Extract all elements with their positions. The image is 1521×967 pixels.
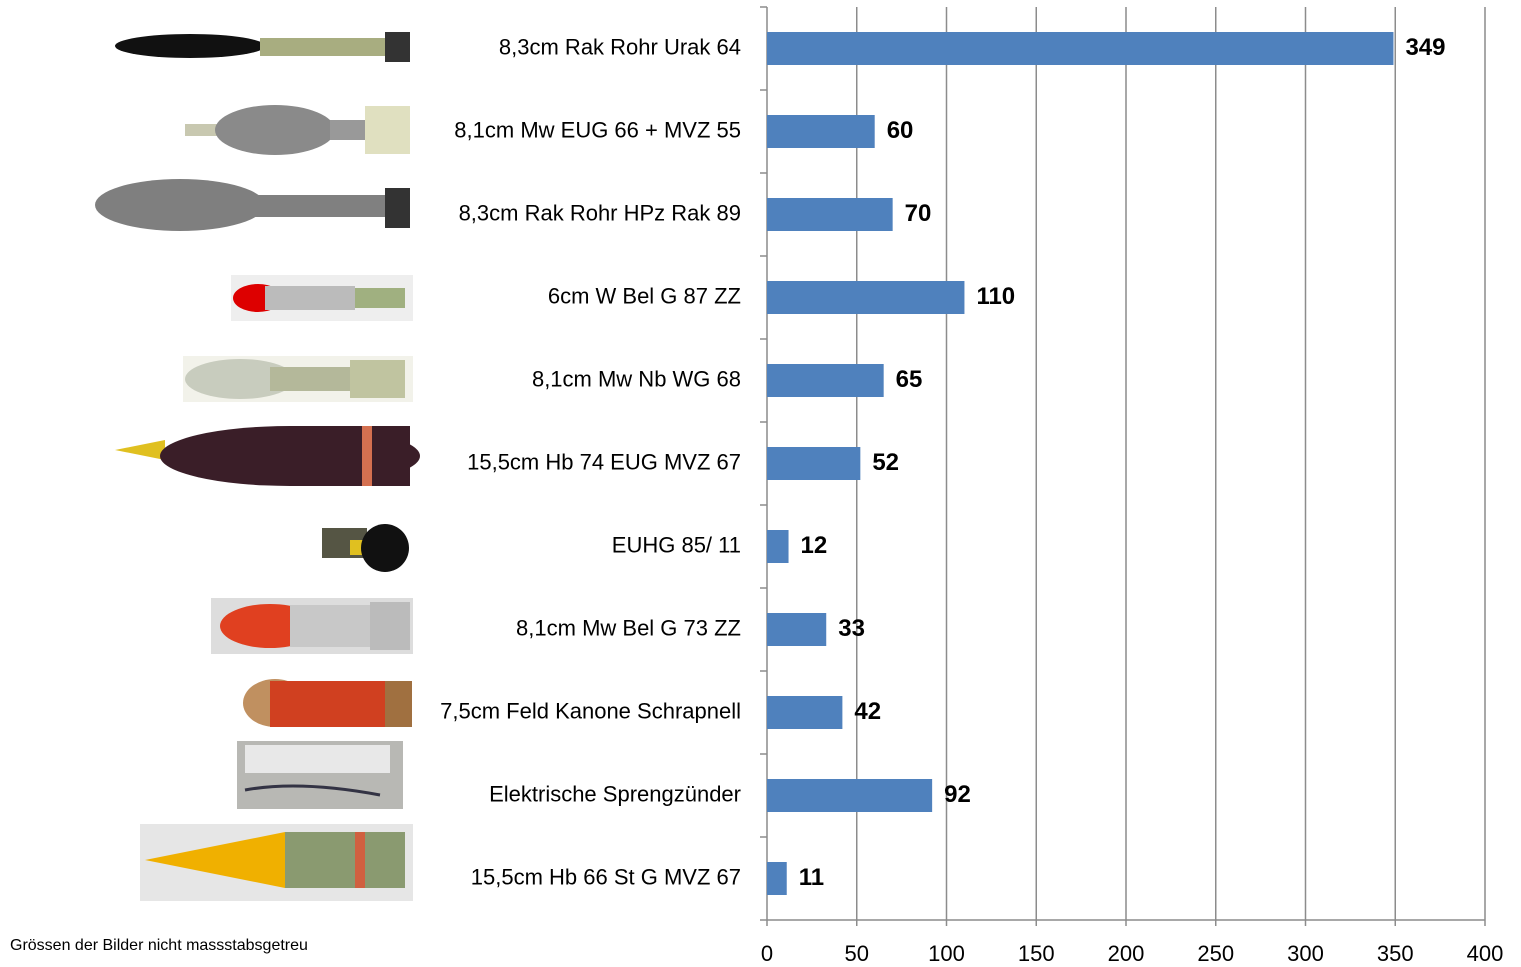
y-tick-label: 6cm W Bel G 87 ZZ (548, 283, 741, 308)
value-label: 92 (944, 781, 971, 808)
value-label: 349 (1405, 34, 1445, 61)
ammo-image (115, 32, 410, 62)
y-tick-label: 8,3cm Rak Rohr HPz Rak 89 (459, 200, 741, 225)
bar (767, 281, 965, 314)
value-label: 11 (799, 864, 824, 891)
bar (767, 115, 875, 148)
ammo-image (243, 679, 412, 727)
value-label: 60 (887, 117, 914, 144)
ammo-image (95, 179, 410, 231)
bar (767, 364, 884, 397)
ammo-images (95, 32, 420, 901)
value-label: 65 (896, 366, 923, 393)
y-tick-label: EUHG 85/ 11 (612, 532, 741, 557)
y-tick-label: 8,1cm Mw EUG 66 + MVZ 55 (454, 117, 741, 142)
bar (767, 32, 1394, 65)
value-label: 52 (872, 449, 899, 476)
y-tick-label: 15,5cm Hb 74 EUG MVZ 67 (467, 449, 741, 474)
y-tick-label: Elektrische Sprengzünder (489, 781, 741, 806)
y-tick-label: 15,5cm Hb 66 St G MVZ 67 (471, 864, 741, 889)
x-tick-label: 50 (845, 941, 869, 966)
value-label: 33 (838, 615, 865, 642)
x-tick-label: 0 (761, 941, 773, 966)
ammo-image (211, 598, 413, 654)
ammo-image (237, 741, 403, 809)
y-tick-label: 8,1cm Mw Bel G 73 ZZ (516, 615, 741, 640)
bar (767, 613, 827, 646)
value-label: 12 (801, 532, 828, 559)
y-tick-label: 8,1cm Mw Nb WG 68 (532, 366, 741, 391)
bar (767, 447, 861, 480)
ammo-image (322, 524, 409, 572)
x-tick-label: 350 (1377, 941, 1414, 966)
x-tick-label: 400 (1467, 941, 1504, 966)
ammo-image (183, 356, 413, 402)
x-tick-label: 250 (1197, 941, 1234, 966)
bar (767, 862, 787, 895)
bar (767, 779, 933, 812)
x-tick-label: 200 (1108, 941, 1145, 966)
value-label: 110 (976, 283, 1015, 310)
ammo-image (115, 426, 420, 486)
bar (767, 696, 843, 729)
x-tick-label: 150 (1018, 941, 1055, 966)
bar (767, 530, 789, 563)
bar (767, 198, 893, 231)
x-tick-label: 100 (928, 941, 965, 966)
ammo-image (185, 105, 410, 155)
footnote: Grössen der Bilder nicht massstabsgetreu (10, 937, 308, 954)
x-tick-label: 300 (1287, 941, 1324, 966)
ammo-image (231, 275, 413, 321)
value-label: 42 (854, 698, 881, 725)
y-tick-label: 7,5cm Feld Kanone Schrapnell (440, 698, 741, 723)
y-tick-label: 8,3cm Rak Rohr Urak 64 (499, 34, 741, 59)
ammo-image (140, 824, 413, 901)
value-label: 70 (905, 200, 932, 227)
